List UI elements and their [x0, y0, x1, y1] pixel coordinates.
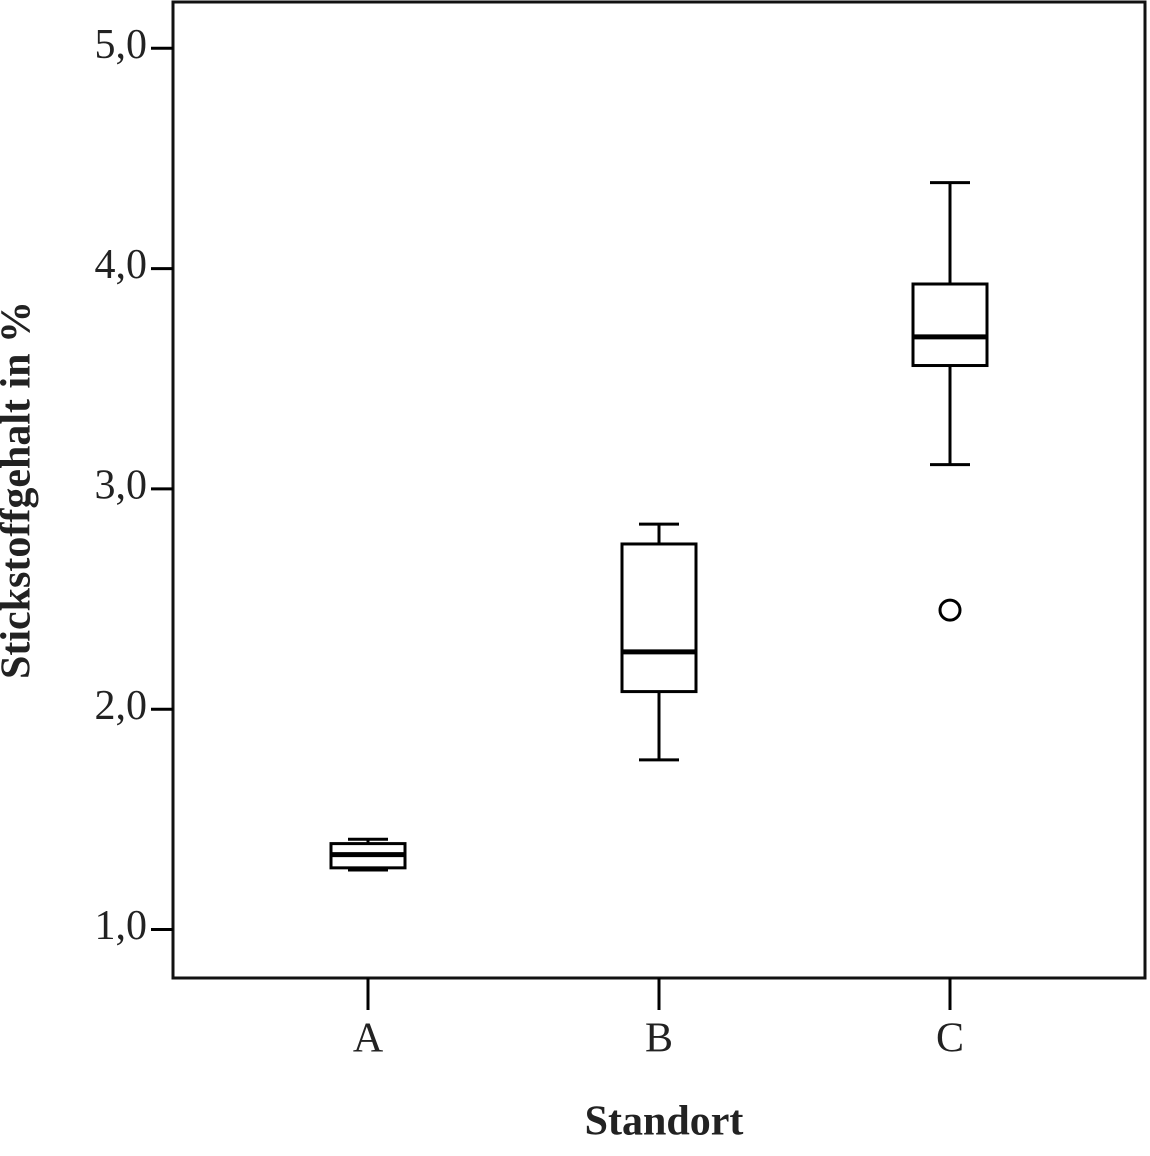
- x-axis-title: Standort: [585, 1099, 744, 1145]
- outlier: [938, 598, 962, 622]
- x-tick-label: B: [645, 1016, 673, 1062]
- x-tick-label: A: [353, 1016, 384, 1062]
- x-tick-label: C: [936, 1016, 964, 1062]
- y-axis-title: Stickstoffgehalt in %: [0, 301, 40, 679]
- y-tick-label: 4,0: [95, 242, 148, 288]
- box: [911, 282, 989, 368]
- y-tick-label: 5,0: [95, 22, 148, 68]
- y-tick-label: 3,0: [95, 463, 148, 509]
- plot-frame: [171, 0, 1147, 980]
- box: [620, 542, 698, 694]
- y-tick-label: 1,0: [95, 903, 148, 949]
- y-tick-label: 2,0: [95, 683, 148, 729]
